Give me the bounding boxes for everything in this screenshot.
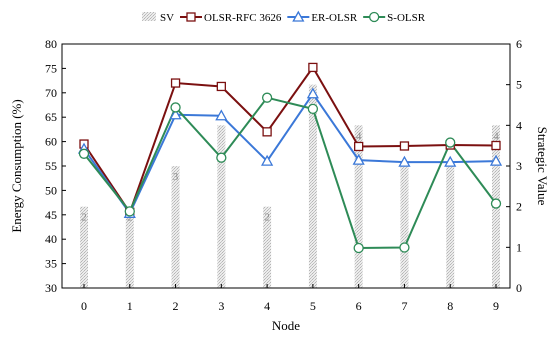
left-tick-label: 70 [45,86,57,100]
right-tick-label: 2 [516,200,522,214]
left-tick-label: 55 [45,159,57,173]
circle-marker [399,242,410,253]
sv-bar-label: 3 [173,171,179,183]
left-tick-label: 75 [45,61,57,75]
sv-bar [446,166,455,288]
sv-bar [171,166,180,288]
x-tick-label: 5 [310,299,316,313]
circle-marker [307,103,319,115]
y2-axis-title: Strategic Value [535,127,550,206]
triangle-marker [444,155,457,167]
right-axis-ticks: 0 1 2 3 4 5 6 [506,37,522,295]
circle-marker [261,92,273,103]
circle-marker [353,242,364,254]
triangle-marker [261,154,274,166]
series-lines [83,65,497,250]
triangle-marker [352,153,365,165]
series-markers [77,62,503,254]
series-line [83,92,497,216]
right-tick-label: 0 [516,281,522,295]
sv-bar [400,166,409,288]
x-tick-label: 4 [264,299,270,313]
x-axis-title: Node [272,318,300,333]
x-tick-label: 3 [218,299,224,313]
left-axis-ticks: 30 35 40 45 50 55 60 65 70 75 80 [45,37,66,295]
left-tick-label: 40 [45,232,57,246]
left-tick-label: 80 [45,37,57,51]
x-tick-label: 9 [493,299,499,313]
legend-label: ER-OLSR [311,12,358,24]
sv-bar [217,125,226,288]
left-tick-label: 35 [45,257,57,271]
sv-bar [308,84,317,289]
legend-triangle-marker [292,10,305,22]
right-tick-label: 1 [516,240,522,254]
right-tick-label: 4 [516,118,522,132]
x-tick-label: 8 [447,299,453,313]
x-tick-label: 0 [81,299,87,313]
square-marker [262,127,272,137]
left-tick-label: 45 [45,208,57,222]
sv-bar [125,206,134,288]
y-axis-title: Energy Consumption (%) [9,99,24,232]
square-marker [491,140,501,151]
circle-marker [170,102,181,113]
legend-label-sv: SV [160,12,174,24]
x-tick-label: 7 [401,299,407,313]
legend-label: OLSR-RFC 3626 [204,12,282,24]
legend-circle-marker [369,11,380,23]
square-marker [216,81,226,92]
triangle-marker [169,108,182,120]
x-tick-label: 1 [127,299,133,313]
legend: SV OLSR-RFC 3626 ER-OLSR S-OLSR [142,10,426,24]
right-tick-label: 5 [516,78,522,92]
left-tick-label: 60 [45,135,57,149]
triangle-marker [489,154,503,166]
series-line [83,65,497,215]
square-marker [399,141,410,151]
right-tick-label: 6 [516,37,522,51]
circle-marker [445,137,456,148]
triangle-marker [306,87,319,99]
series-line [83,96,497,250]
square-marker [308,62,318,73]
x-tick-label: 2 [173,299,179,313]
square-marker [354,141,364,152]
triangle-marker [215,109,228,121]
circle-marker [78,148,90,159]
right-tick-label: 3 [516,159,522,173]
sv-bar [354,125,363,288]
legend-swatch-sv [142,12,156,21]
square-marker [170,78,181,88]
sv-bar [263,206,272,288]
legend-square-marker [186,12,196,22]
circle-marker [490,198,502,209]
x-axis-ticks: 0 1 2 3 4 5 6 7 8 9 [81,284,499,313]
left-tick-label: 50 [45,183,57,197]
circle-marker [124,206,135,217]
sv-bar-label: 2 [81,212,87,224]
legend-label: S-OLSR [387,12,426,24]
left-tick-label: 65 [45,110,57,124]
sv-bar-label: 2 [264,212,270,224]
circle-marker [216,152,227,163]
sv-bar-label: 4 [356,130,362,142]
sv-bar [80,206,88,288]
x-tick-label: 6 [356,299,362,313]
sv-bar-label: 4 [493,130,499,142]
left-tick-label: 30 [45,281,57,295]
triangle-marker [398,155,411,167]
